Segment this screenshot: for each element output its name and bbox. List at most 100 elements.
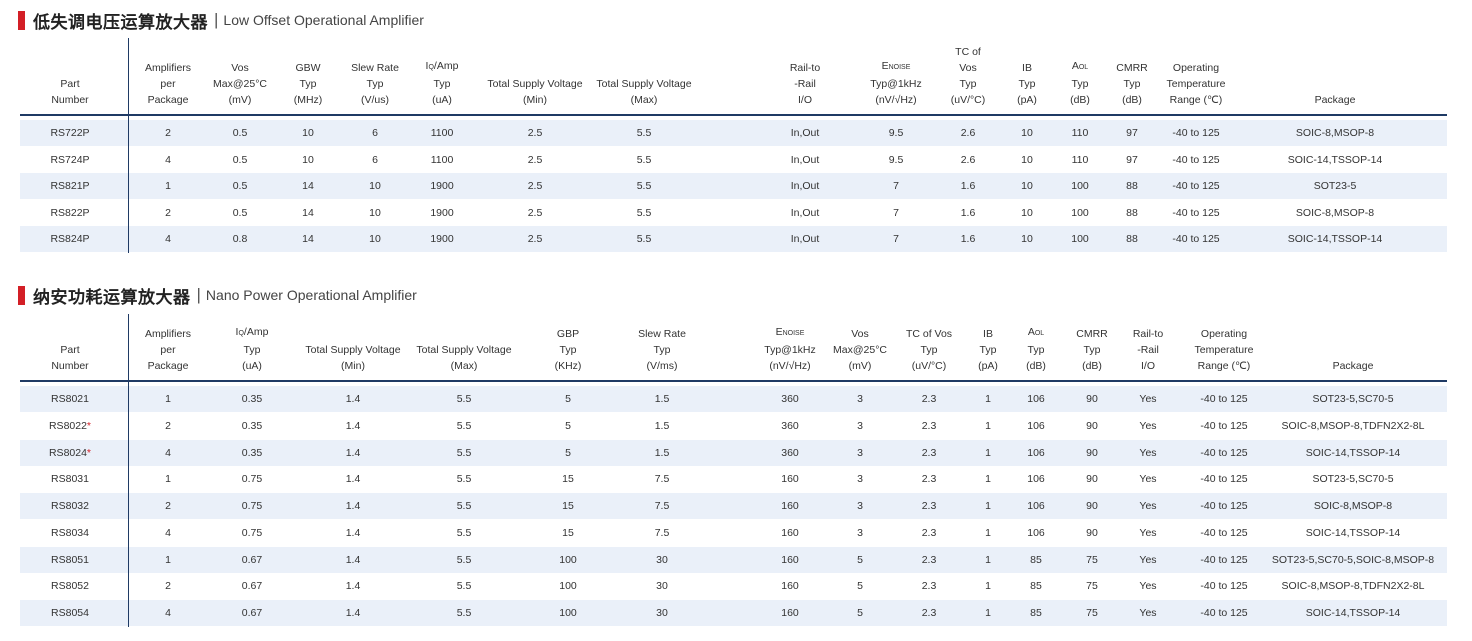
column-divider [128,38,129,253]
header-line: (Max) [630,94,658,106]
column-header-cmrr: CMRR Typ (dB) [1076,326,1108,374]
cell-vmax: 5.5 [636,127,652,139]
table-row: RS722P 2 0.5 10 6 1100 2.5 5.5 In,Out 9.5 2.6 10 110… [20,120,1447,146]
table-row: RS824P 4 0.8 14 10 1900 2.5 5.5 In,Out 7 1.6 10 100 8… [20,226,1447,252]
cell-vos: 3 [857,446,863,459]
cell-vmax: 5.5 [456,393,472,405]
cell-cmrr: 90 [1086,500,1098,512]
header-line: IB [983,328,993,340]
cell-vmin: 1.4 [345,553,361,566]
title-english: Low Offset Operational Amplifier [223,12,424,28]
cell-gbp: 100 [559,580,577,593]
cell-ib: 10 [1021,206,1033,219]
cell-package: SOIC-14,TSSOP-14 [1287,233,1383,245]
header-line: GBP [556,328,580,340]
cell-amplifiers: 1 [165,473,171,486]
cell-part: RS8024* [48,446,92,459]
cell-package: SOT23-5 [1313,180,1357,192]
column-header-amplifiers: Amplifiers per Package [145,326,191,374]
cell-rail: Yes [1139,553,1157,566]
header-line: (nV/√Hz) [875,94,917,106]
cell-amplifiers: 4 [165,233,171,245]
cell-ib: 1 [985,553,991,566]
cell-amplifiers: 4 [165,153,171,166]
cell-iq: 0.67 [241,553,263,566]
cell-aol: 106 [1027,419,1045,432]
header-line: (mV) [848,360,872,372]
table-row: RS8031 1 0.75 1.4 5.5 15 7.5 160 3 2.3 1 106 90 Yes -4… [20,466,1447,492]
header-line: Total Supply Voltage [416,344,512,356]
header-line: Typ [559,344,577,356]
cell-aol: 106 [1027,526,1045,539]
column-header-iq: IQ/Amp Typ (uA) [426,58,459,108]
cell-package: SOIC-14,TSSOP-14 [1305,526,1401,539]
header-line: (Min) [341,360,365,372]
header-line: (Min) [523,94,547,106]
cell-tc: 2.6 [960,153,976,166]
column-header-vmax: Total Supply Voltage (Max) [416,342,511,374]
header-line: Number [51,360,89,372]
column-header-gbp: GBP Typ (KHz) [555,326,582,374]
header-line: Max@25°C [213,78,267,90]
header-line: Package [1332,360,1374,372]
header-line: -Rail [1137,344,1159,356]
header-line: (uA) [432,94,452,106]
header-line: -Rail [794,78,816,90]
cell-ib: 1 [985,446,991,459]
header-line: Typ [920,344,938,356]
cell-vos: 0.5 [232,153,248,166]
cell-vmax: 5.5 [456,526,472,539]
cell-vmin: 1.4 [345,526,361,539]
header-line: (dB) [1122,94,1142,106]
cell-vos: 5 [857,607,863,619]
table-row: RS8032 2 0.75 1.4 5.5 15 7.5 160 3 2.3 1 106 90 Yes -4… [20,493,1447,519]
cell-vos: 0.5 [232,206,248,219]
table-row: RS8024* 4 0.35 1.4 5.5 5 1.5 360 3 2.3 1 106 90 Yes -4… [20,439,1447,466]
cell-part: RS8034 [51,526,89,539]
column-header-part: Part Number [51,76,88,108]
cell-package: SOIC-8,MSOP-8,TDFN2X2-8L [1281,419,1425,432]
cell-tc: 2.3 [921,393,937,405]
red-marker [18,285,25,305]
cell-cmrr: 88 [1126,180,1138,192]
cell-aol: 110 [1071,153,1089,166]
header-line: IQ/Amp [235,326,269,338]
cell-vmin: 1.4 [345,580,361,593]
cell-temp: -40 to 125 [1200,526,1248,539]
cell-vmin: 1.4 [345,419,361,432]
column-header-aol: AOL Typ (dB) [1026,324,1046,374]
header-line: (pA) [1017,94,1037,106]
column-header-vmin: Total Supply Voltage (Min) [487,76,582,108]
header-line: (mV) [228,94,252,106]
column-header-amplifiers: Amplifiers per Package [145,60,191,108]
cell-slew: 7.5 [654,500,670,512]
header-line: ENOISE [881,60,911,72]
cell-package: SOIC-14,TSSOP-14 [1287,153,1383,166]
cell-temp: -40 to 125 [1200,580,1248,593]
cell-tc: 2.3 [921,553,937,566]
cell-package: SOIC-14,TSSOP-14 [1305,607,1401,619]
cell-enoise: 160 [781,526,799,539]
column-header-package: Package [1333,358,1374,374]
header-line: Temperature [1166,78,1226,90]
cell-temp: -40 to 125 [1200,607,1248,619]
cell-slew: 1.5 [654,446,670,459]
cell-ib: 10 [1021,233,1033,245]
cell-aol: 100 [1071,206,1089,219]
header-line: (pA) [978,360,998,372]
cell-part: RS8031 [51,473,89,486]
cell-iq: 0.67 [241,580,263,593]
header-line: Total Supply Voltage [487,78,583,90]
header-line: IB [1022,62,1032,74]
cell-slew: 7.5 [654,473,670,486]
cell-part: RS821P [50,180,90,192]
cell-package: SOT23-5,SC70-5 [1312,393,1394,405]
cell-tc: 2.3 [921,500,937,512]
cell-part: RS724P [50,153,90,166]
cell-ib: 1 [985,419,991,432]
cell-gbp: 100 [559,553,577,566]
header-line: (MHz) [293,94,323,106]
cell-vmax: 5.5 [456,553,472,566]
cell-aol: 110 [1071,127,1089,139]
column-header-vmax: Total Supply Voltage (Max) [596,76,691,108]
